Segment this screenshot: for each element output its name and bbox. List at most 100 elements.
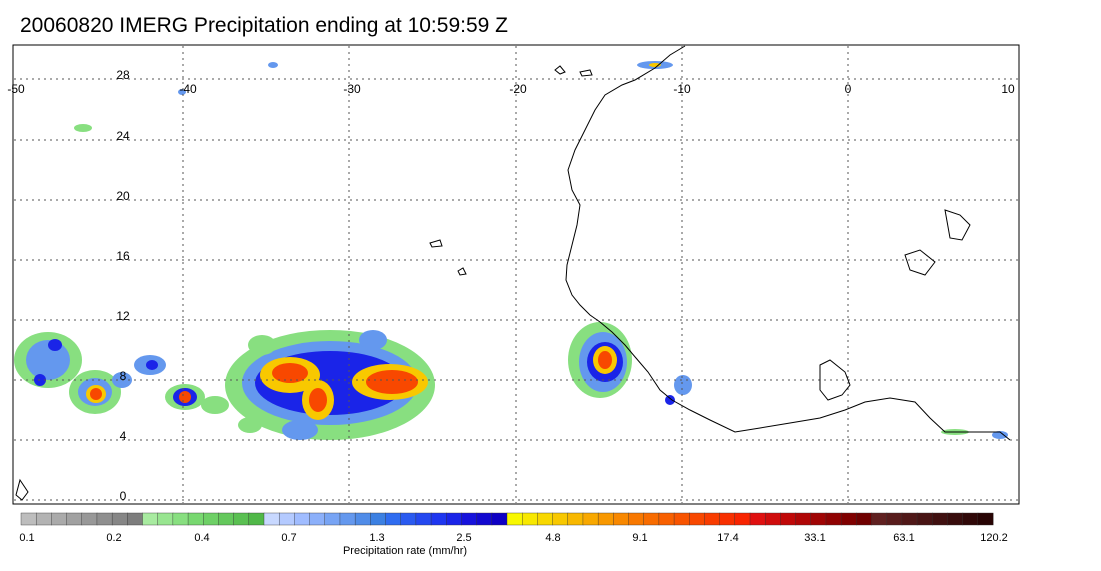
lon-label: -10 (673, 82, 691, 96)
colorbar-swatch (871, 512, 888, 526)
colorbar-label: 17.4 (717, 532, 738, 544)
colorbar-swatch (537, 512, 554, 526)
colorbar-swatch (400, 512, 417, 526)
colorbar-swatch (521, 512, 538, 526)
colorbar-swatch (810, 512, 827, 526)
colorbar-swatch (795, 512, 812, 526)
colorbar-label: 4.8 (545, 532, 560, 544)
colorbar-swatch (309, 512, 326, 526)
colorbar-swatch (628, 512, 645, 526)
colorbar-swatch (658, 512, 675, 526)
colorbar-swatch (187, 512, 204, 526)
colorbar-swatch (977, 512, 994, 526)
colorbar-swatch (840, 512, 857, 526)
colorbar-swatch (324, 512, 341, 526)
colorbar-label: 2.5 (456, 532, 471, 544)
colorbar-swatch (263, 512, 280, 526)
graticule (14, 46, 1018, 503)
colorbar-swatch (20, 512, 37, 526)
lat-label: 8 (120, 369, 127, 383)
colorbar-swatch (567, 512, 584, 526)
lat-label: 20 (116, 189, 130, 203)
colorbar-swatch (734, 512, 751, 526)
colorbar-swatch (764, 512, 781, 526)
colorbar-swatch (506, 512, 523, 526)
lon-labels: -50 -40 -30 -20 -10 0 10 (7, 82, 1015, 96)
rain-cell-central (225, 330, 435, 440)
lat-label: 4 (120, 429, 127, 443)
colorbar-swatch (66, 512, 83, 526)
colorbar-swatch (51, 512, 68, 526)
colorbar-label: 0.4 (194, 532, 209, 544)
map-title: 20060820 IMERG Precipitation ending at 1… (20, 14, 508, 37)
lon-label: -40 (179, 82, 197, 96)
lat-labels: 0 4 8 12 16 20 24 28 (116, 68, 130, 503)
colorbar-swatch (947, 512, 964, 526)
colorbar (20, 512, 994, 526)
colorbar-swatch (491, 512, 508, 526)
colorbar-swatch (81, 512, 98, 526)
colorbar-title: Precipitation rate (mm/hr) (343, 545, 467, 557)
colorbar-swatch (385, 512, 402, 526)
lon-label: 0 (845, 82, 852, 96)
colorbar-swatch (370, 512, 386, 526)
colorbar-swatch (597, 512, 614, 526)
lat-label: 24 (116, 129, 130, 143)
lon-label: -20 (509, 82, 527, 96)
colorbar-swatch (856, 512, 872, 526)
colorbar-swatch (932, 512, 948, 526)
colorbar-swatch (294, 512, 311, 526)
colorbar-swatch (673, 512, 690, 526)
colorbar-swatch (354, 512, 371, 526)
colorbar-swatch (613, 512, 629, 526)
colorbar-swatch (142, 512, 159, 526)
colorbar-swatch (172, 512, 189, 526)
colorbar-swatch (704, 512, 721, 526)
colorbar-swatch (901, 512, 918, 526)
colorbar-swatch (96, 512, 113, 526)
colorbar-labels: 0.1 0.2 0.4 0.7 1.3 2.5 4.8 9.1 17.4 33.… (19, 532, 1007, 544)
colorbar-swatch (446, 512, 462, 526)
colorbar-swatch (825, 512, 842, 526)
colorbar-swatch (278, 512, 295, 526)
colorbar-swatch (749, 512, 766, 526)
lat-label: 0 (120, 489, 127, 503)
colorbar-label: 0.1 (19, 532, 34, 544)
lat-label: 12 (116, 309, 130, 323)
lat-label: 28 (116, 68, 130, 82)
colorbar-swatch (35, 512, 52, 526)
colorbar-label: 1.3 (369, 532, 384, 544)
colorbar-swatch (157, 512, 174, 526)
colorbar-swatch (218, 512, 235, 526)
colorbar-label: 9.1 (632, 532, 647, 544)
colorbar-swatch (643, 512, 660, 526)
lon-label: -30 (343, 82, 361, 96)
colorbar-swatch (962, 512, 979, 526)
colorbar-swatch (339, 512, 356, 526)
colorbar-label: 0.2 (106, 532, 121, 544)
lon-label: 10 (1001, 82, 1015, 96)
colorbar-label: 120.2 (980, 532, 1008, 544)
coastline (15, 45, 1011, 501)
lat-label: 16 (116, 249, 130, 263)
precipitation-field (14, 61, 1008, 440)
colorbar-swatch (248, 512, 265, 526)
colorbar-swatch (780, 512, 797, 526)
colorbar-swatch (886, 512, 903, 526)
colorbar-swatch (719, 512, 736, 526)
colorbar-label: 0.7 (281, 532, 296, 544)
colorbar-swatch (476, 512, 493, 526)
colorbar-label: 33.1 (804, 532, 825, 544)
colorbar-swatch (916, 512, 933, 526)
lon-label: -50 (7, 82, 25, 96)
colorbar-swatch (111, 512, 128, 526)
colorbar-swatch (689, 512, 705, 526)
colorbar-swatch (582, 512, 599, 526)
colorbar-swatch (233, 512, 250, 526)
colorbar-swatch (461, 512, 478, 526)
colorbar-swatch (552, 512, 569, 526)
colorbar-swatch (430, 512, 447, 526)
colorbar-swatch (203, 512, 219, 526)
colorbar-swatch (127, 512, 143, 526)
